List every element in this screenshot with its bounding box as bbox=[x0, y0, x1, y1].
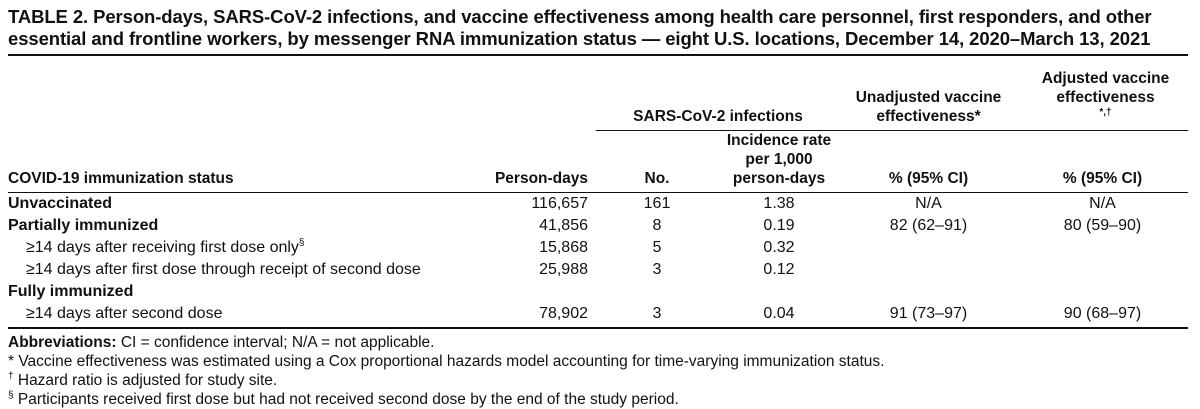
adjusted-cell bbox=[1017, 237, 1188, 259]
rate-cell bbox=[718, 281, 840, 303]
no-cell: 161 bbox=[643, 195, 671, 212]
incidence-column-header: Incidence rate per 1,000 person-days bbox=[726, 132, 832, 187]
row-label: Partially immunized bbox=[8, 217, 159, 234]
unadjusted-cell bbox=[840, 281, 1017, 303]
infections-group-header: SARS-CoV-2 infections bbox=[596, 56, 840, 131]
abbreviations-note: Abbreviations: CI = confidence interval;… bbox=[8, 334, 435, 351]
rate-cell: 0.32 bbox=[763, 239, 795, 256]
no-cell: 3 bbox=[652, 305, 662, 322]
adjusted-group-header: Adjusted vaccine effectiveness*,† bbox=[1017, 56, 1188, 131]
no-cell: 3 bbox=[652, 261, 662, 278]
rate-cell: 1.38 bbox=[763, 195, 795, 212]
dagger-footnote: † Hazard ratio is adjusted for study sit… bbox=[8, 370, 278, 389]
no-cell: 8 bbox=[652, 217, 662, 234]
person-days-cell: 78,902 bbox=[539, 305, 588, 322]
table-row: ≥14 days after receiving first dose only… bbox=[8, 237, 1188, 259]
footnotes: Abbreviations: CI = confidence interval;… bbox=[8, 333, 1188, 409]
person-days-cell: 25,988 bbox=[539, 261, 588, 278]
unadjusted-cell bbox=[840, 237, 1017, 259]
adjusted-cell: 80 (59–90) bbox=[1063, 217, 1142, 234]
unadjusted-group-header: Unadjusted vaccine effectiveness* bbox=[840, 56, 1017, 131]
table-title: TABLE 2. Person-days, SARS-CoV-2 infecti… bbox=[8, 6, 1152, 49]
row-label: Unvaccinated bbox=[8, 195, 113, 212]
person-days-cell: 41,856 bbox=[539, 217, 588, 234]
row-label: Fully immunized bbox=[8, 283, 134, 300]
table-row: ≥14 days after second dose 78,902 3 0.04… bbox=[8, 303, 1188, 327]
table-row: Unvaccinated 116,657 161 1.38 N/A N/A bbox=[8, 193, 1188, 216]
adjusted-cell: N/A bbox=[1089, 195, 1116, 212]
adjusted-cell bbox=[1017, 281, 1188, 303]
status-column-header: COVID-19 immunization status bbox=[8, 170, 234, 187]
unadjusted-cell: 82 (62–91) bbox=[889, 217, 968, 234]
unadjusted-cell bbox=[840, 259, 1017, 281]
no-column-header: No. bbox=[644, 170, 670, 187]
person-days-cell bbox=[448, 281, 596, 303]
data-table: SARS-CoV-2 infections Unadjusted vaccine… bbox=[8, 56, 1188, 327]
no-cell bbox=[596, 281, 718, 303]
column-header-row: COVID-19 immunization status Person-days… bbox=[8, 131, 1188, 193]
adjusted-cell bbox=[1017, 259, 1188, 281]
adjusted-pct-column-header: % (95% CI) bbox=[1062, 170, 1143, 187]
rate-cell: 0.12 bbox=[763, 261, 795, 278]
unadjusted-cell: 91 (73–97) bbox=[889, 305, 968, 322]
row-label: ≥14 days after first dose through receip… bbox=[26, 261, 421, 278]
table-row: ≥14 days after first dose through receip… bbox=[8, 259, 1188, 281]
group-header-row: SARS-CoV-2 infections Unadjusted vaccine… bbox=[8, 56, 1188, 131]
document-page: TABLE 2. Person-days, SARS-CoV-2 infecti… bbox=[8, 6, 1188, 408]
table-row: Partially immunized 41,856 8 0.19 82 (62… bbox=[8, 215, 1188, 237]
person-days-column-header: Person-days bbox=[494, 170, 588, 187]
unadjusted-cell: N/A bbox=[915, 195, 942, 212]
unadjusted-pct-column-header: % (95% CI) bbox=[888, 170, 969, 187]
star-footnote: * Vaccine effectiveness was estimated us… bbox=[8, 353, 885, 370]
no-cell: 5 bbox=[652, 239, 662, 256]
table-row: Fully immunized bbox=[8, 281, 1188, 303]
rate-cell: 0.19 bbox=[763, 217, 795, 234]
person-days-cell: 15,868 bbox=[539, 239, 588, 256]
rate-cell: 0.04 bbox=[763, 305, 795, 322]
title-rule bbox=[8, 54, 1188, 56]
adjusted-cell: 90 (68–97) bbox=[1063, 305, 1142, 322]
row-label: ≥14 days after second dose bbox=[26, 305, 223, 322]
person-days-cell: 116,657 bbox=[531, 195, 588, 212]
row-label: ≥14 days after receiving first dose only… bbox=[26, 237, 305, 256]
table-bottom-rule bbox=[8, 327, 1188, 329]
